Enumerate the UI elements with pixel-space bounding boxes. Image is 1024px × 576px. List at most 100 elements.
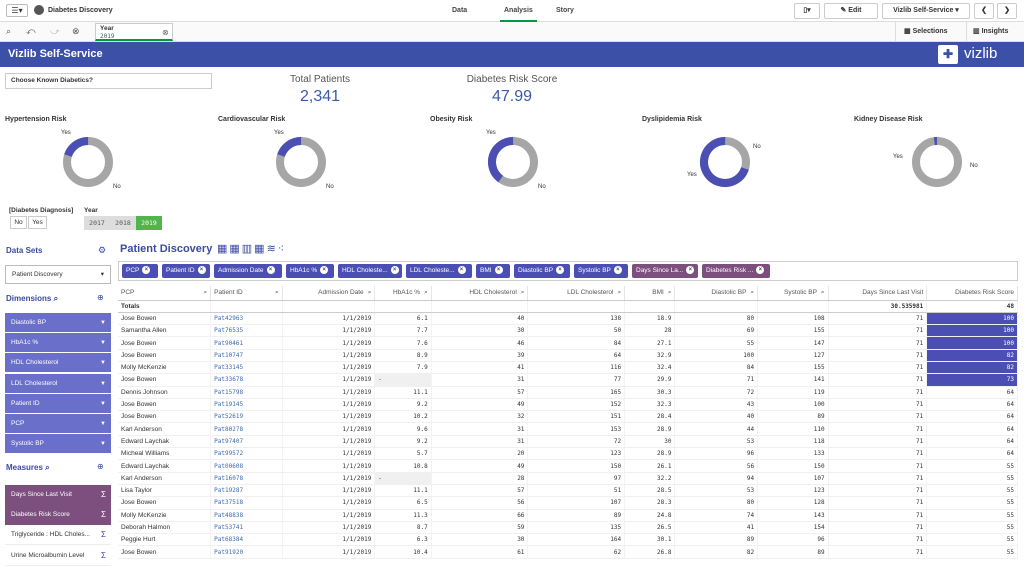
dimension-item[interactable]: Patient ID ▼ bbox=[5, 393, 111, 414]
donut-chart[interactable] bbox=[695, 132, 755, 192]
edit-button[interactable]: ✎ Edit bbox=[824, 3, 878, 19]
table-cell[interactable]: Pat52619 bbox=[210, 410, 283, 424]
step-forward-icon[interactable]: ⤻ bbox=[50, 26, 60, 36]
dataset-dropdown[interactable]: Patient Discovery ▾ bbox=[5, 265, 111, 284]
year-option-2019[interactable]: 2019 bbox=[136, 216, 162, 230]
table-row[interactable]: Peggie Hurt Pat68384 1/1/2019 6.3 30 164 30.1 8… bbox=[118, 533, 1018, 547]
step-back-icon[interactable]: ⤺ bbox=[26, 26, 36, 36]
filter-icon[interactable]: ▼ bbox=[100, 340, 106, 347]
search-icon[interactable]: ⌕ bbox=[45, 463, 50, 472]
table-row[interactable]: Karl Anderson Pat80278 1/1/2019 9.6 31 153 28.… bbox=[118, 422, 1018, 436]
remove-chip-icon[interactable]: × bbox=[197, 266, 206, 275]
table-cell[interactable]: Pat53741 bbox=[210, 521, 283, 535]
table-cell[interactable]: Pat37518 bbox=[210, 496, 283, 510]
sheet-selector[interactable]: Vizlib Self-Service ▾ bbox=[882, 3, 970, 19]
smart-search-icon[interactable]: ⌕ bbox=[6, 26, 12, 36]
table-row[interactable]: Molly McKenzie Pat33145 1/1/2019 7.9 41 116 32… bbox=[118, 361, 1018, 375]
year-option-2017[interactable]: 2017 bbox=[84, 216, 110, 230]
search-icon[interactable]: ⌕ bbox=[367, 288, 372, 296]
column-header[interactable]: PCP ⌕ bbox=[118, 286, 212, 301]
selections-button[interactable]: ▦ Selections bbox=[895, 22, 965, 42]
search-icon[interactable]: ⌕ bbox=[53, 294, 59, 303]
remove-chip-icon[interactable]: × bbox=[457, 266, 466, 275]
filter-icon[interactable]: ▼ bbox=[100, 421, 106, 427]
dimension-item[interactable]: PCP ▼ bbox=[5, 414, 111, 434]
tab-story[interactable]: Story bbox=[556, 7, 574, 14]
column-header[interactable]: Admission Date ⌕ bbox=[282, 286, 376, 301]
column-header[interactable]: Systolic BP ⌕ bbox=[757, 286, 829, 301]
field-chip[interactable]: Diabetes Risk ... × bbox=[702, 264, 770, 278]
search-icon[interactable]: ⌕ bbox=[520, 288, 525, 296]
donut-chart[interactable] bbox=[907, 132, 967, 192]
field-chip[interactable]: HDL Choleste... × bbox=[338, 264, 402, 278]
column-header[interactable]: Diabetes Risk Score bbox=[926, 286, 1018, 301]
field-chip[interactable]: Admission Date × bbox=[214, 264, 282, 278]
next-sheet-button[interactable]: ❯ bbox=[997, 3, 1017, 19]
dimension-item[interactable]: HbA1c % ▼ bbox=[5, 333, 111, 354]
donut-no-slice[interactable] bbox=[912, 137, 962, 187]
table-cell[interactable]: Pat80278 bbox=[210, 422, 283, 436]
diagnosis-option-no[interactable]: No bbox=[10, 216, 27, 229]
table-row[interactable]: Edward Laychak Pat97407 1/1/2019 9.2 31 72 30 5… bbox=[118, 435, 1018, 449]
column-header[interactable]: HDL Cholesterol ⌕ bbox=[431, 286, 529, 301]
table-cell[interactable]: Pat16078 bbox=[210, 472, 283, 485]
filter-icon[interactable]: ▼ bbox=[100, 320, 106, 326]
table-row[interactable]: Jose Bowen Pat19145 1/1/2019 9.2 49 152 32.3 43… bbox=[118, 398, 1018, 412]
column-header[interactable]: Diastolic BP ⌕ bbox=[674, 286, 759, 301]
add-dimension-icon[interactable]: ⊕ bbox=[97, 293, 104, 302]
filter-icon[interactable]: ▼ bbox=[100, 380, 106, 387]
remove-chip-icon[interactable]: × bbox=[320, 266, 329, 275]
field-chip[interactable]: HbA1c % × bbox=[286, 264, 334, 278]
remove-chip-icon[interactable]: × bbox=[390, 266, 399, 275]
table-row[interactable]: Jose Bowen Pat91920 1/1/2019 10.4 61 62 26.8 82… bbox=[118, 545, 1018, 559]
table-row[interactable]: Deborah Halmon Pat53741 1/1/2019 8.7 59 135 26… bbox=[118, 521, 1018, 535]
remove-chip-icon[interactable]: × bbox=[142, 266, 151, 275]
clear-all-icon[interactable]: ⊗ bbox=[72, 26, 80, 36]
sigma-icon[interactable]: Σ bbox=[101, 550, 106, 560]
hamburger-menu-button[interactable]: ☰▾ bbox=[6, 4, 28, 17]
tab-analysis[interactable]: Analysis bbox=[500, 0, 537, 22]
measure-item[interactable]: Diabetes Risk Score Σ bbox=[5, 505, 111, 526]
table-row[interactable]: Edward Laychak Pat00608 1/1/2019 10.8 49 150 2… bbox=[118, 459, 1018, 473]
dimension-item[interactable]: LDL Cholesterol ▼ bbox=[5, 373, 111, 394]
clear-selection-icon[interactable]: ⊗ bbox=[162, 28, 169, 37]
table-row[interactable]: Karl Anderson Pat16078 1/1/2019-28 97 32.2 94… bbox=[118, 472, 1018, 485]
chart-type-icons[interactable]: ▦▦▥▦≋⁖ bbox=[217, 243, 287, 255]
column-header[interactable]: Days Since Last Visit bbox=[828, 286, 928, 301]
search-icon[interactable]: ⌕ bbox=[617, 288, 622, 296]
table-cell[interactable]: Pat33678 bbox=[210, 373, 283, 387]
table-row[interactable]: Jose Bowen Pat33678 1/1/2019-31 77 29.9 71 141… bbox=[118, 373, 1018, 387]
search-icon[interactable]: ⌕ bbox=[203, 288, 208, 296]
table-row[interactable]: Jose Bowen Pat52619 1/1/2019 10.2 32 151 28.4 4… bbox=[118, 410, 1018, 424]
field-chip[interactable]: LDL Choleste... × bbox=[406, 264, 472, 278]
current-selection-year[interactable]: Year 2019 ⊗ bbox=[95, 23, 173, 41]
table-cell[interactable]: Pat76535 bbox=[210, 324, 283, 338]
sigma-icon[interactable]: Σ bbox=[101, 490, 106, 499]
table-row[interactable]: Jose Bowen Pat10747 1/1/2019 8.9 39 64 32.9 100… bbox=[118, 349, 1018, 362]
table-cell[interactable]: Pat19287 bbox=[210, 484, 283, 498]
column-header[interactable]: BMI ⌕ bbox=[624, 286, 676, 301]
diagnosis-option-yes[interactable]: Yes bbox=[28, 216, 47, 229]
search-icon[interactable]: ⌕ bbox=[820, 288, 825, 296]
search-icon[interactable]: ⌕ bbox=[424, 288, 428, 296]
measure-item[interactable]: Urine Microalbumin Level Σ bbox=[5, 545, 111, 566]
table-cell[interactable]: Pat99572 bbox=[210, 447, 283, 461]
column-header[interactable]: LDL Cholesterol ⌕ bbox=[527, 286, 626, 301]
table-row[interactable]: Jose Bowen Pat37518 1/1/2019 6.5 56 107 28.3 80… bbox=[118, 496, 1018, 510]
remove-chip-icon[interactable]: × bbox=[686, 266, 695, 275]
search-icon[interactable]: ⌕ bbox=[667, 288, 672, 296]
field-chip[interactable]: Days Since La... × bbox=[632, 264, 698, 278]
table-row[interactable]: Molly McKenzie Pat48838 1/1/2019 11.3 66 89 24… bbox=[118, 509, 1018, 522]
column-header[interactable]: HbA1c % ⌕ bbox=[374, 286, 432, 301]
prev-sheet-button[interactable]: ❮ bbox=[974, 3, 994, 19]
table-row[interactable]: Jose Bowen Pat42963 1/1/2019 6.1 40 138 18.9 80… bbox=[118, 312, 1018, 326]
year-option-2018[interactable]: 2018 bbox=[110, 216, 136, 230]
search-icon[interactable]: ⌕ bbox=[750, 288, 755, 296]
table-cell[interactable]: Pat10747 bbox=[210, 349, 283, 362]
table-cell[interactable]: Pat00608 bbox=[210, 459, 283, 473]
table-row[interactable]: Lisa Taylor Pat19287 1/1/2019 11.1 57 51 28.5 5… bbox=[118, 484, 1018, 498]
donut-chart[interactable] bbox=[271, 132, 331, 192]
field-chip[interactable]: Patient ID × bbox=[162, 264, 210, 278]
filter-icon[interactable]: ▼ bbox=[100, 360, 106, 367]
filter-icon[interactable]: ▼ bbox=[100, 400, 106, 407]
